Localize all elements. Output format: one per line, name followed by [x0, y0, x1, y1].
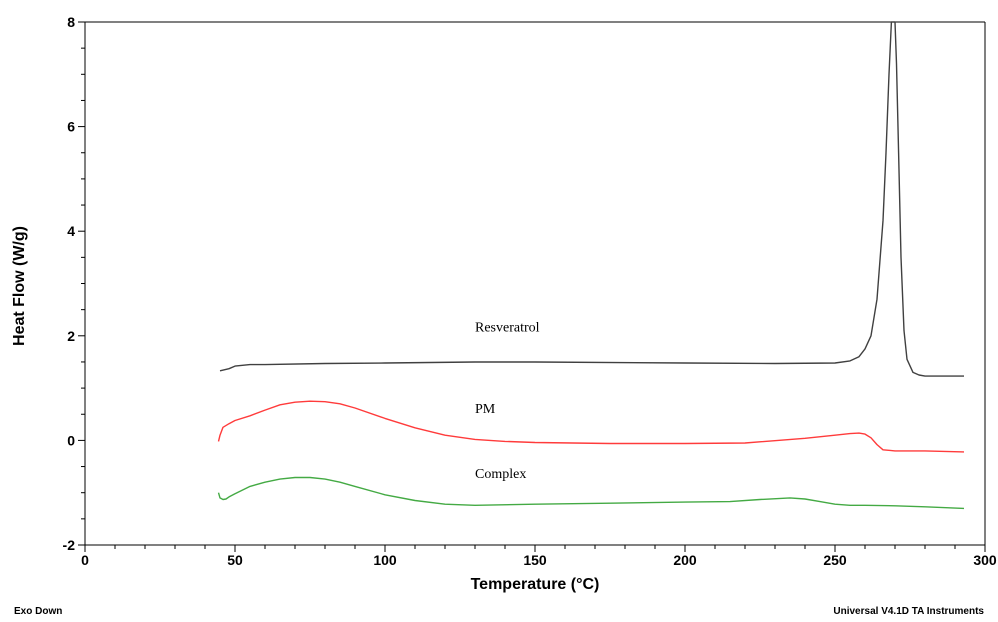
- x-tick-label: 200: [673, 552, 697, 568]
- series-line-pm: [219, 401, 965, 452]
- series-lines: [219, 22, 965, 508]
- dsc-chart: 0 50 100 150 200 250 300 -2 0 2 4 6 8 Resveratrol PM C…: [0, 0, 998, 600]
- series-labels: Resveratrol PM Complex: [475, 321, 540, 482]
- series-line-complex: [219, 478, 965, 509]
- series-label-pm: PM: [475, 402, 496, 417]
- y-tick-label: 8: [67, 14, 75, 30]
- ticks: 0 50 100 150 200 250 300 -2 0 2 4 6 8: [63, 14, 997, 568]
- footer-exo-down: Exo Down: [14, 606, 62, 617]
- x-tick-label: 100: [373, 552, 397, 568]
- series-line-resveratrol: [220, 22, 964, 376]
- x-tick-label: 150: [523, 552, 547, 568]
- x-axis-title: Temperature (°C): [471, 576, 600, 593]
- y-tick-label: 2: [67, 328, 75, 344]
- y-tick-label: -2: [63, 537, 76, 553]
- y-tick-label: 6: [67, 119, 75, 135]
- x-tick-label: 300: [973, 552, 997, 568]
- x-tick-label: 250: [823, 552, 847, 568]
- x-tick-label: 50: [227, 552, 243, 568]
- x-tick-label: 0: [81, 552, 89, 568]
- series-label-complex: Complex: [475, 467, 526, 482]
- footer-instrument: Universal V4.1D TA Instruments: [833, 606, 984, 617]
- y-tick-label: 4: [67, 223, 75, 239]
- y-tick-label: 0: [67, 432, 75, 448]
- axes: [85, 22, 985, 545]
- y-axis-title: Heat Flow (W/g): [11, 226, 28, 346]
- series-label-resveratrol: Resveratrol: [475, 321, 540, 336]
